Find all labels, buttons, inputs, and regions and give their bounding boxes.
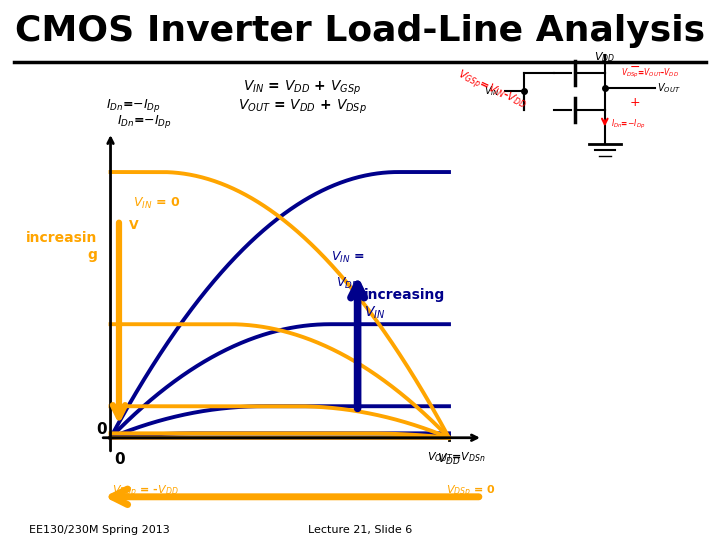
Text: 0: 0 bbox=[114, 453, 125, 467]
Text: $V_{OUT}$ = $V_{DD}$ + $V_{DSp}$: $V_{OUT}$ = $V_{DD}$ + $V_{DSp}$ bbox=[238, 97, 367, 116]
Text: $-$: $-$ bbox=[629, 60, 640, 73]
Text: V: V bbox=[129, 219, 139, 232]
Text: $V_{DD}$: $V_{DD}$ bbox=[336, 275, 359, 291]
Text: CMOS Inverter Load-Line Analysis: CMOS Inverter Load-Line Analysis bbox=[15, 14, 705, 48]
Text: $V_{OUT}$: $V_{OUT}$ bbox=[657, 81, 681, 94]
Text: $V_{DSp}$ = 0: $V_{DSp}$ = 0 bbox=[446, 483, 496, 500]
Text: $I_{Dn}$=$-I_{Dp}$: $I_{Dn}$=$-I_{Dp}$ bbox=[611, 118, 645, 131]
Text: EE130/230M Spring 2013: EE130/230M Spring 2013 bbox=[29, 524, 169, 535]
Text: $V_{DD}$: $V_{DD}$ bbox=[594, 51, 616, 64]
Text: $V_{IN}$ = 0: $V_{IN}$ = 0 bbox=[132, 197, 180, 212]
Text: Lecture 21, Slide 6: Lecture 21, Slide 6 bbox=[308, 524, 412, 535]
Text: $I_{Dn}$=$-I_{Dp}$: $I_{Dn}$=$-I_{Dp}$ bbox=[106, 97, 161, 114]
Text: $+$: $+$ bbox=[629, 96, 640, 109]
Text: increasin
g: increasin g bbox=[26, 231, 97, 261]
Text: increasing
$V_{IN}$: increasing $V_{IN}$ bbox=[364, 288, 446, 321]
Text: $V_{IN}$: $V_{IN}$ bbox=[485, 84, 500, 98]
Text: $V_{DSp}$=$V_{OUT}$-$V_{DD}$: $V_{DSp}$=$V_{OUT}$-$V_{DD}$ bbox=[621, 68, 679, 80]
Text: $I_{Dn}$=$-$$I_{Dp}$: $I_{Dn}$=$-$$I_{Dp}$ bbox=[117, 112, 172, 130]
Text: $V_{IN}$ =: $V_{IN}$ = bbox=[330, 250, 364, 265]
Text: $V_{DD}$: $V_{DD}$ bbox=[437, 453, 461, 468]
Text: $V_{DSp}$ = -$V_{DD}$: $V_{DSp}$ = -$V_{DD}$ bbox=[112, 483, 179, 500]
Text: 0: 0 bbox=[96, 422, 107, 437]
Text: $V_{OUT}$=$V_{DSn}$: $V_{OUT}$=$V_{DSn}$ bbox=[428, 450, 486, 463]
Text: $V_{GSp}$=$V_{IN}$-$V_{DD}$: $V_{GSp}$=$V_{IN}$-$V_{DD}$ bbox=[454, 68, 528, 114]
Text: $V_{IN}$ = $V_{DD}$ + $V_{GSp}$: $V_{IN}$ = $V_{DD}$ + $V_{GSp}$ bbox=[243, 78, 361, 97]
